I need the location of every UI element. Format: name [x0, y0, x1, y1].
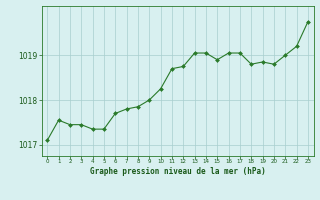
X-axis label: Graphe pression niveau de la mer (hPa): Graphe pression niveau de la mer (hPa) — [90, 167, 266, 176]
